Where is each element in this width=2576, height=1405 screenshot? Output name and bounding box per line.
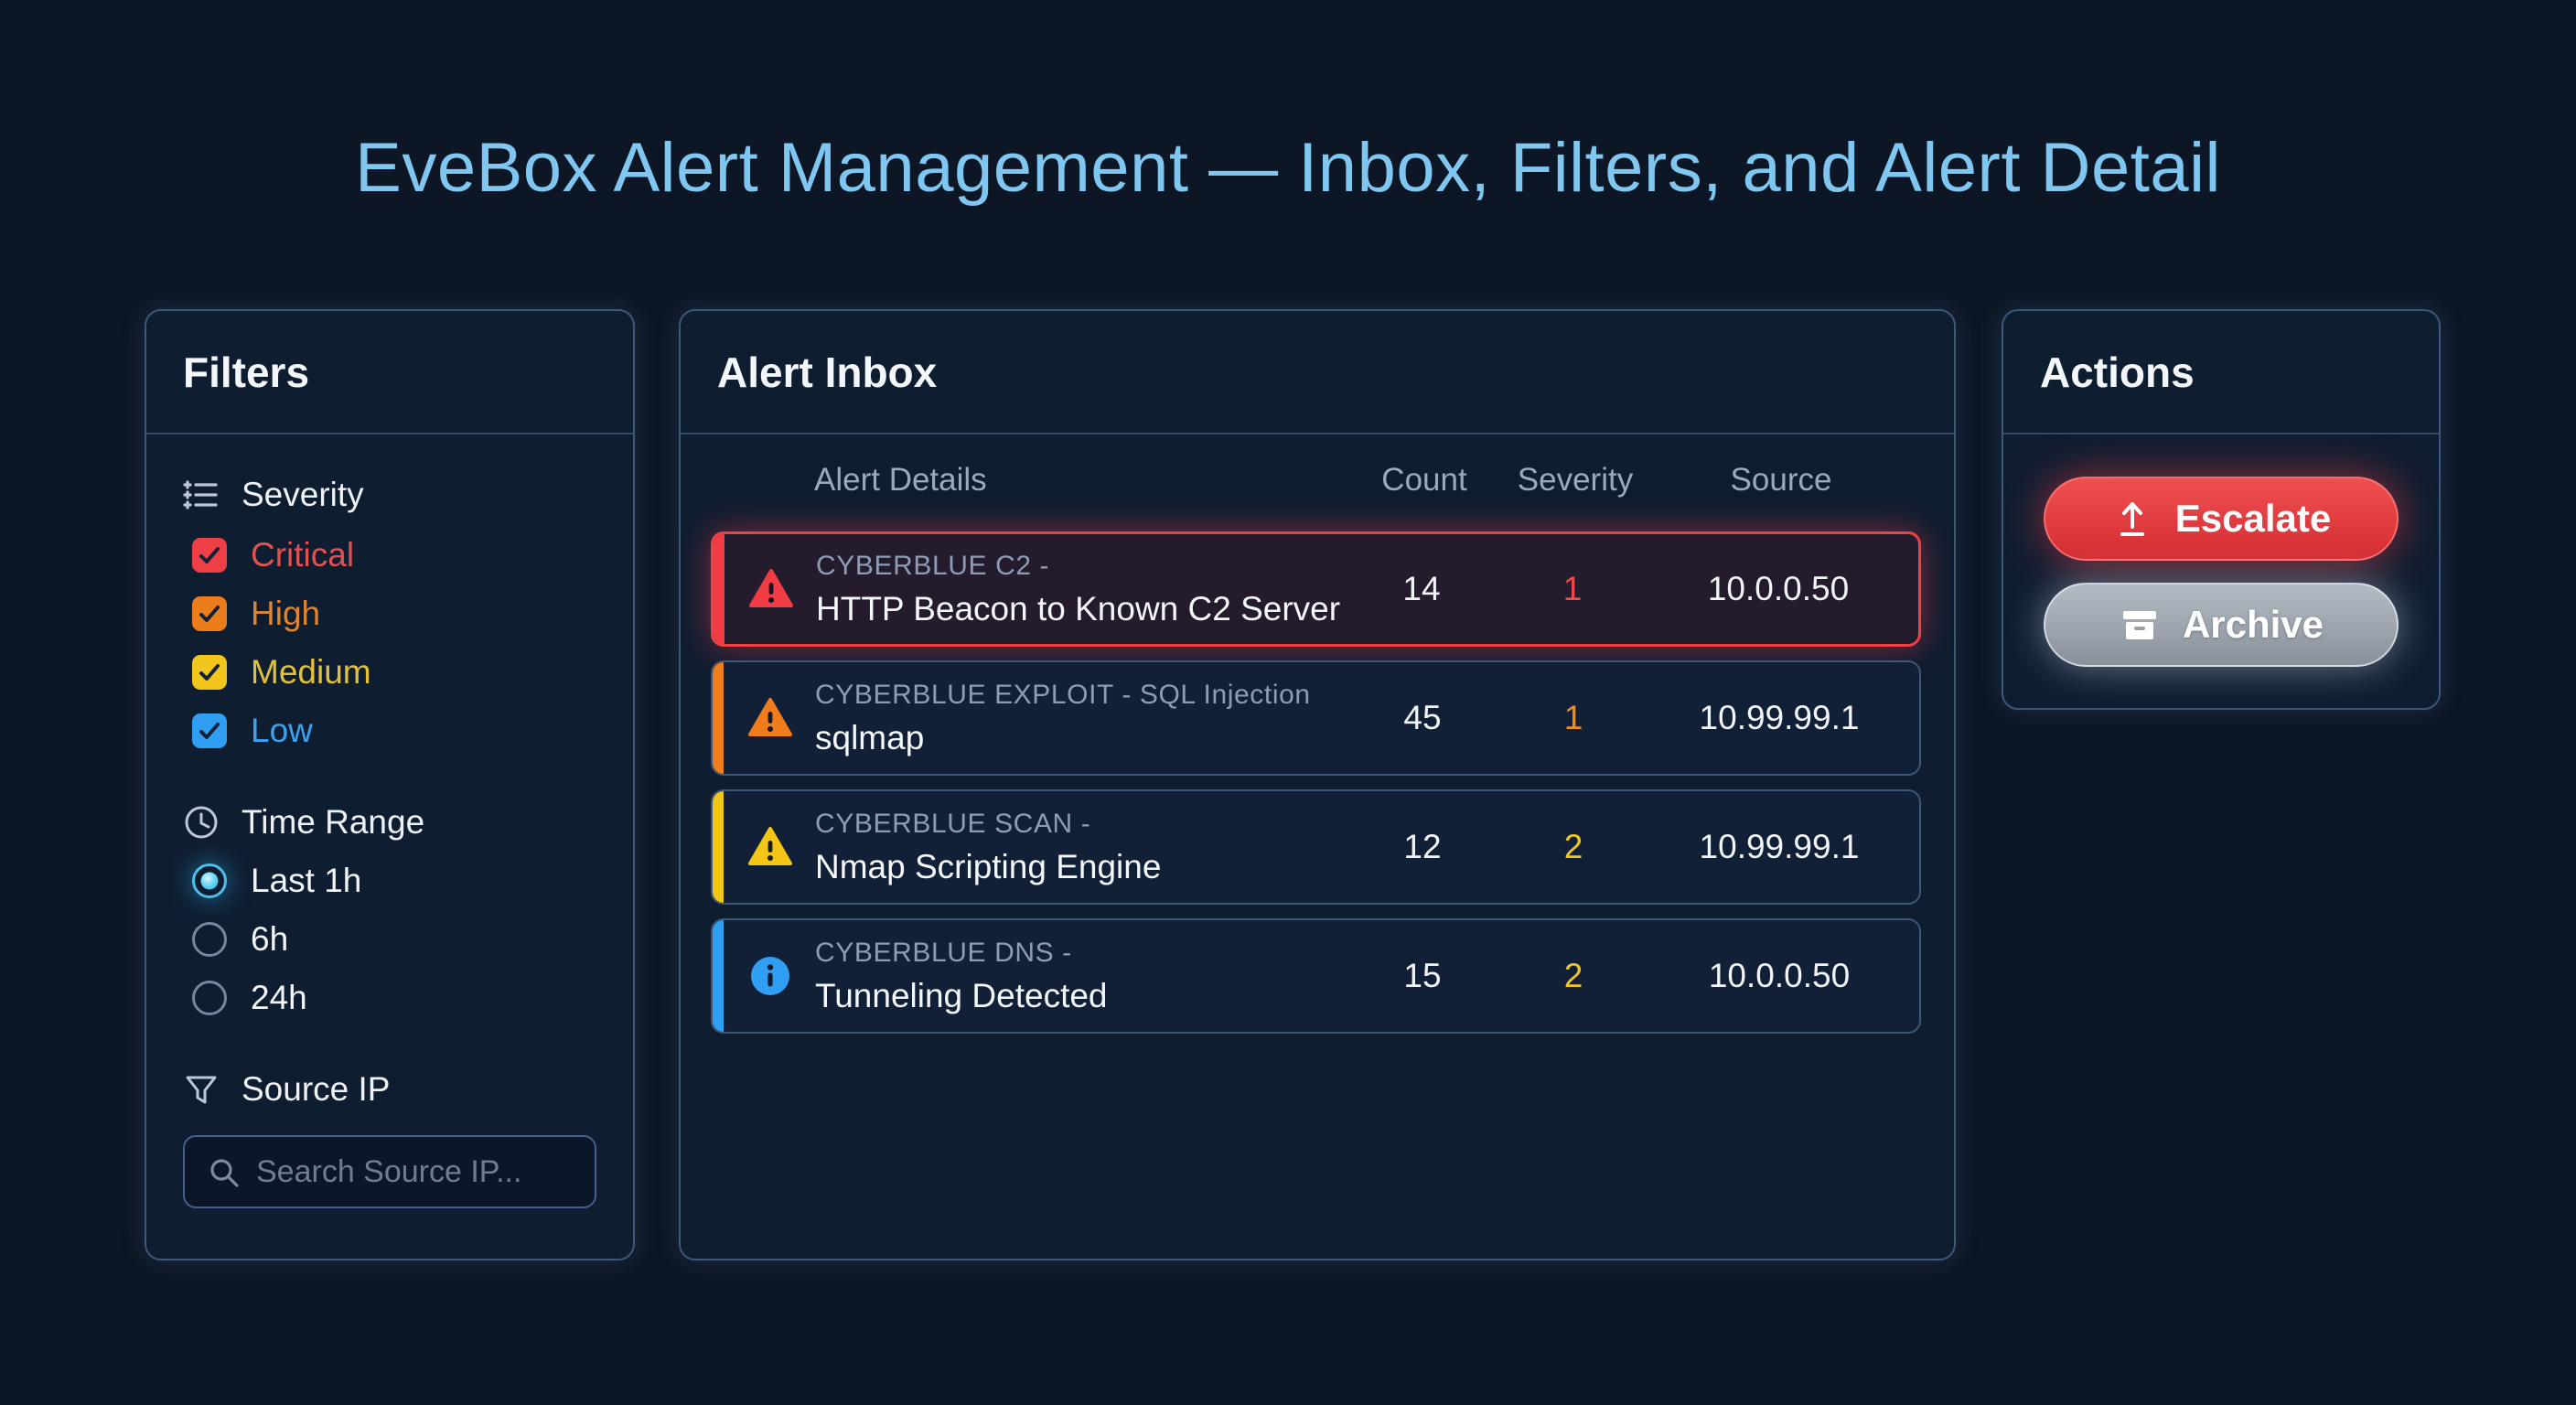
archive-icon (2122, 611, 2156, 639)
source-ip-section-title: Source IP (242, 1070, 391, 1108)
alert-severity: 1 (1563, 699, 1583, 736)
alert-category: CYBERBLUE EXPLOIT - SQL Injection (815, 679, 1311, 710)
source-ip-section-label: Source IP (183, 1069, 596, 1110)
checkbox-item-critical[interactable]: Critical (192, 526, 596, 585)
severity-accent-bar (713, 920, 724, 1032)
checkbox-critical[interactable] (192, 538, 227, 573)
warning-triangle-icon (749, 569, 793, 607)
checkbox-high[interactable] (192, 596, 227, 631)
column-header-count: Count (1381, 462, 1467, 498)
checkbox-label: Medium (251, 653, 371, 691)
filters-panel: Filters Severity Critical (145, 309, 635, 1260)
radio-unselected[interactable] (192, 981, 227, 1015)
alert-source: 10.99.99.1 (1699, 699, 1860, 736)
alert-row-nmap-scan[interactable]: CYBERBLUE SCAN - Nmap Scripting Engine 1… (711, 789, 1921, 905)
alert-name: Tunneling Detected (815, 976, 1108, 1014)
radio-item-last-1h[interactable]: Last 1h (192, 852, 596, 910)
time-range-section-title: Time Range (242, 803, 425, 841)
checkbox-label: Critical (251, 536, 355, 574)
column-header-source: Source (1730, 462, 1832, 498)
escalate-button[interactable]: Escalate (2044, 477, 2399, 561)
alert-inbox-panel: Alert Inbox Alert Details Count Severity… (679, 309, 1956, 1260)
radio-item-24h[interactable]: 24h (192, 969, 596, 1027)
search-source-ip-input[interactable] (183, 1135, 596, 1208)
alert-name: sqlmap (815, 718, 925, 756)
alert-row-sql-injection[interactable]: CYBERBLUE EXPLOIT - SQL Injection sqlmap… (711, 660, 1921, 776)
search-icon (210, 1159, 239, 1187)
checkbox-label: Low (251, 712, 313, 749)
severity-accent-bar (713, 791, 724, 903)
alert-count: 14 (1402, 570, 1441, 607)
warning-triangle-icon (748, 698, 792, 736)
severity-section-title: Severity (242, 476, 364, 513)
checkbox-label: High (251, 595, 321, 632)
alert-source: 10.99.99.1 (1699, 828, 1860, 865)
radio-item-6h[interactable]: 6h (192, 910, 596, 969)
warning-triangle-icon (748, 827, 792, 865)
alert-count: 12 (1403, 828, 1442, 865)
actions-panel: Actions Escalate Archive (2002, 309, 2441, 710)
severity-accent-bar (713, 662, 724, 774)
checkbox-item-low[interactable]: Low (192, 702, 596, 760)
escalate-button-label: Escalate (2174, 497, 2332, 540)
alert-source: 10.0.0.50 (1708, 957, 1851, 994)
funnel-icon (186, 1076, 217, 1104)
alert-source: 10.0.0.50 (1707, 570, 1850, 607)
alert-name: HTTP Beacon to Known C2 Server (816, 589, 1341, 627)
severity-checkbox-group: Critical High Medium Low (183, 526, 596, 760)
alert-category: CYBERBLUE DNS - (815, 937, 1072, 968)
alert-count: 15 (1403, 957, 1442, 994)
radio-unselected[interactable] (192, 922, 227, 957)
table-column-headers: Alert Details Count Severity Source (714, 460, 1921, 500)
list-icon (183, 480, 218, 509)
column-header-alert-details: Alert Details (814, 462, 987, 498)
archive-button-label: Archive (2182, 603, 2324, 646)
alert-inbox-title: Alert Inbox (681, 311, 1954, 434)
time-range-section-label: Time Range (183, 802, 596, 842)
upload-icon (2120, 502, 2144, 536)
check-icon (199, 547, 220, 563)
archive-button[interactable]: Archive (2044, 583, 2399, 667)
severity-section-label: Severity (183, 475, 596, 515)
time-range-radio-group: Last 1h 6h 24h (183, 852, 596, 1027)
checkbox-item-medium[interactable]: Medium (192, 643, 596, 702)
alert-severity: 1 (1562, 570, 1583, 607)
page-title: EveBox Alert Management — Inbox, Filters… (355, 129, 2221, 207)
alert-name: Nmap Scripting Engine (815, 847, 1162, 885)
alert-severity: 2 (1563, 828, 1583, 865)
radio-label: Last 1h (251, 862, 362, 899)
alert-count: 45 (1403, 699, 1442, 736)
alert-row-c2-beacon[interactable]: CYBERBLUE C2 - HTTP Beacon to Known C2 S… (711, 531, 1921, 647)
check-icon (199, 606, 220, 622)
alert-severity: 2 (1563, 957, 1583, 994)
alert-row-dns-tunneling[interactable]: CYBERBLUE DNS - Tunneling Detected 15 2 … (711, 918, 1921, 1034)
severity-accent-bar (714, 534, 724, 644)
radio-label: 24h (251, 979, 307, 1016)
radio-selected[interactable] (192, 863, 227, 898)
column-header-severity: Severity (1517, 462, 1634, 498)
alert-category: CYBERBLUE SCAN - (815, 808, 1091, 839)
clock-icon (185, 806, 218, 839)
radio-label: 6h (251, 920, 289, 958)
checkbox-medium[interactable] (192, 655, 227, 690)
alert-category: CYBERBLUE C2 - (816, 550, 1050, 581)
checkbox-item-high[interactable]: High (192, 585, 596, 643)
checkbox-low[interactable] (192, 713, 227, 748)
info-circle-icon (751, 957, 789, 995)
check-icon (199, 664, 220, 681)
filters-panel-title: Filters (146, 311, 633, 434)
actions-panel-title: Actions (2003, 311, 2439, 434)
check-icon (199, 723, 220, 739)
